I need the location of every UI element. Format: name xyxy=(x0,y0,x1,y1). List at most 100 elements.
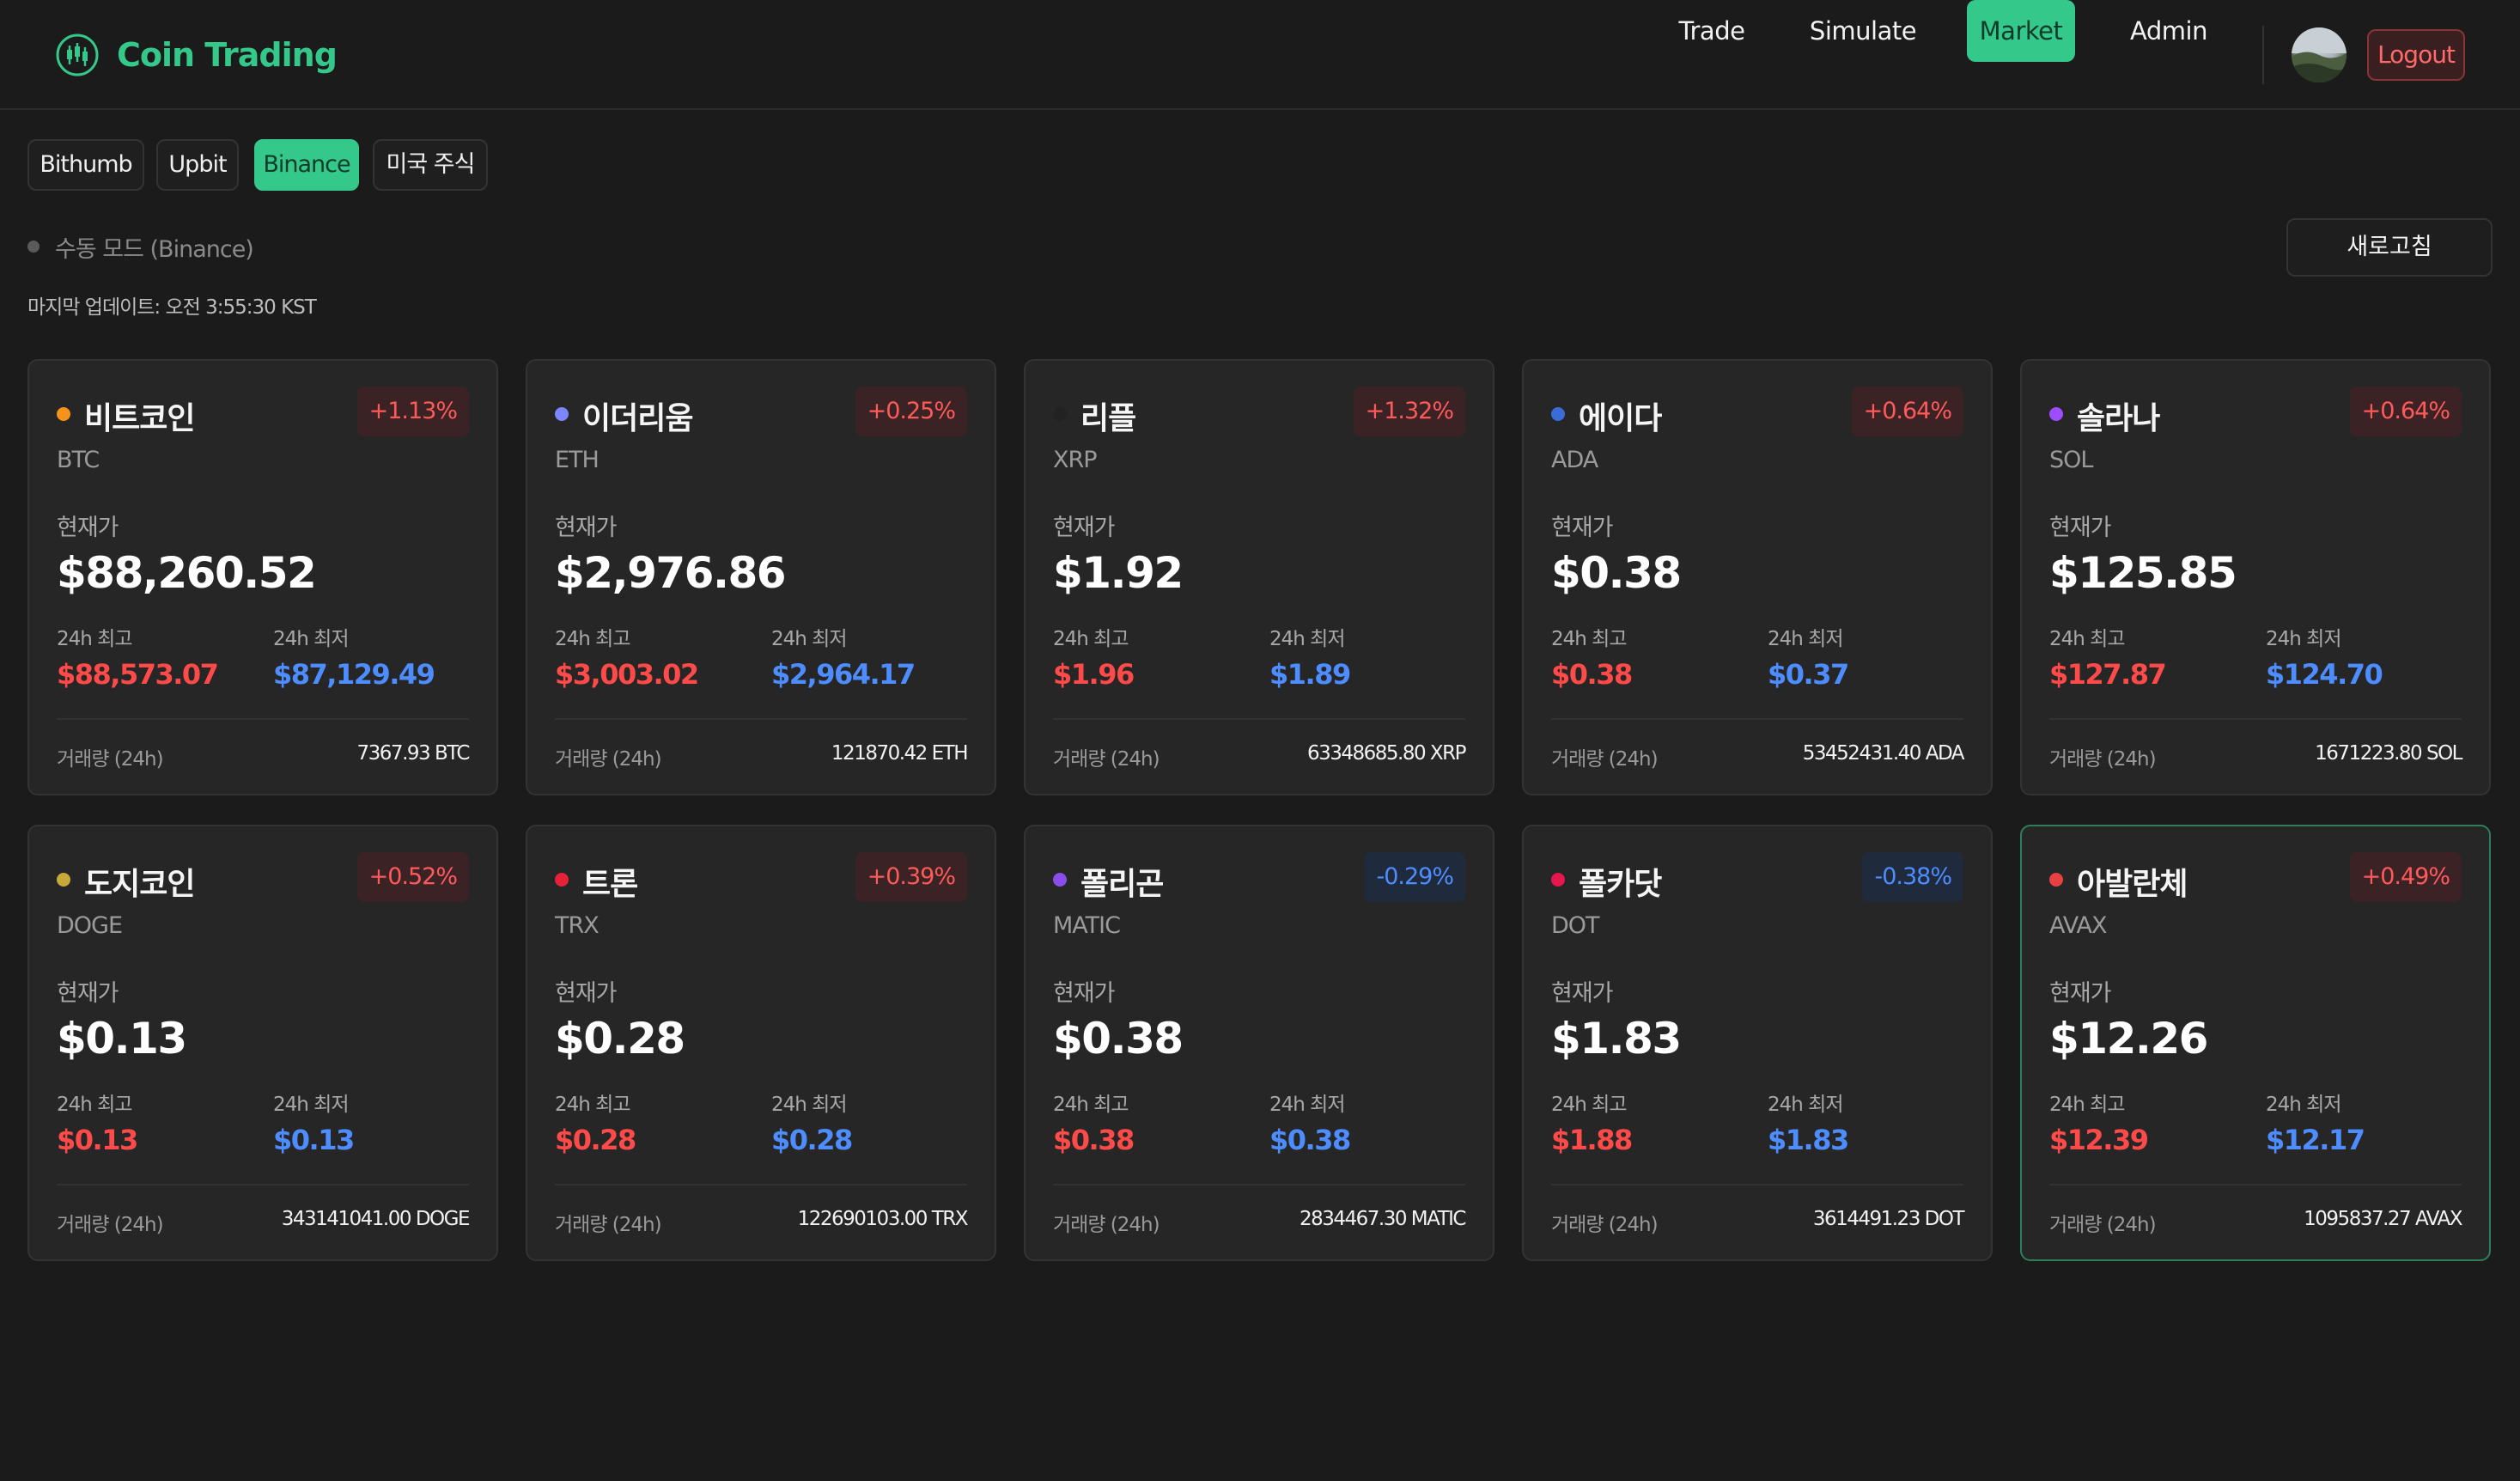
current-price: $1.92 xyxy=(1053,548,1184,598)
coin-symbol: ETH xyxy=(555,447,600,473)
avatar[interactable] xyxy=(2292,27,2347,82)
low-24h-label: 24h 최저 xyxy=(2266,1094,2341,1116)
card-divider xyxy=(1551,1184,1963,1185)
change-badge: +0.39% xyxy=(855,852,967,902)
volume-label: 거래량 (24h) xyxy=(555,1214,662,1236)
low-24h-label: 24h 최저 xyxy=(771,628,847,650)
coin-card-eth[interactable]: 이더리움 +0.25% ETH 현재가 $2,976.86 24h 최고 24h 최저 $3,… xyxy=(526,359,996,795)
high-24h-label: 24h 최고 xyxy=(555,628,630,650)
card-divider xyxy=(57,718,469,720)
volume-label: 거래량 (24h) xyxy=(2049,748,2157,771)
tab-bithumb[interactable]: Bithumb xyxy=(27,139,144,191)
current-price-label: 현재가 xyxy=(555,515,618,541)
coin-color-dot xyxy=(1053,873,1067,887)
nav-trade[interactable]: Trade xyxy=(1678,16,1745,46)
low-24h-label: 24h 최저 xyxy=(771,1094,847,1116)
low-24h-label: 24h 최저 xyxy=(273,628,349,650)
current-price: $0.13 xyxy=(57,1014,187,1064)
low-24h-label: 24h 최저 xyxy=(273,1094,349,1116)
coin-name: 솔라나 xyxy=(2077,401,2160,436)
current-price: $2,976.86 xyxy=(555,548,787,598)
coin-color-dot xyxy=(2049,407,2063,421)
coin-card-avax[interactable]: 아발란체 +0.49% AVAX 현재가 $12.26 24h 최고 24h 최저 $12.3… xyxy=(2020,825,2491,1261)
high-24h-value: $88,573.07 xyxy=(57,658,219,691)
coin-card-matic[interactable]: 폴리곤 -0.29% MATIC 현재가 $0.38 24h 최고 24h 최저 $0.38 $… xyxy=(1024,825,1494,1261)
coin-color-dot xyxy=(2049,873,2063,887)
low-24h-value: $0.13 xyxy=(273,1124,355,1156)
coin-card-btc[interactable]: 비트코인 +1.13% BTC 현재가 $88,260.52 24h 최고 24h 최저 $8… xyxy=(27,359,498,795)
change-badge: +0.25% xyxy=(855,387,967,436)
high-24h-label: 24h 최고 xyxy=(1053,628,1129,650)
volume-value: 2834467.30 MATIC xyxy=(1299,1208,1467,1230)
avatar-landscape-icon xyxy=(2292,27,2347,82)
high-24h-value: $0.13 xyxy=(57,1124,138,1156)
coin-symbol: ADA xyxy=(1551,447,1598,473)
high-24h-label: 24h 최고 xyxy=(2049,1094,2125,1116)
coin-symbol: DOGE xyxy=(57,912,123,939)
card-divider xyxy=(1053,1184,1465,1185)
card-divider xyxy=(2049,1184,2462,1185)
change-badge: +0.64% xyxy=(1851,387,1963,436)
tab-upbit[interactable]: Upbit xyxy=(156,139,239,191)
coin-name: 에이다 xyxy=(1579,401,1662,436)
high-24h-value: $0.28 xyxy=(555,1124,636,1156)
brand[interactable]: Coin Trading xyxy=(55,29,338,81)
nav-market[interactable]: Market xyxy=(1967,0,2075,62)
change-badge: +1.32% xyxy=(1353,387,1465,436)
current-price-label: 현재가 xyxy=(2049,515,2112,541)
coin-name: 폴카닷 xyxy=(1579,867,1662,902)
coin-card-xrp[interactable]: 리플 +1.32% XRP 현재가 $1.92 24h 최고 24h 최저 $1.96 $1.8… xyxy=(1024,359,1494,795)
high-24h-value: $1.96 xyxy=(1053,658,1135,691)
nav-admin[interactable]: Admin xyxy=(2130,16,2207,46)
logout-button[interactable]: Logout xyxy=(2367,29,2465,81)
low-24h-value: $12.17 xyxy=(2266,1124,2365,1156)
coin-card-trx[interactable]: 트론 +0.39% TRX 현재가 $0.28 24h 최고 24h 최저 $0.28 $0.2… xyxy=(526,825,996,1261)
coin-symbol: SOL xyxy=(2049,447,2093,473)
coin-name: 이더리움 xyxy=(582,401,693,436)
volume-value: 1671223.80 SOL xyxy=(2315,742,2462,765)
coin-card-doge[interactable]: 도지코인 +0.52% DOGE 현재가 $0.13 24h 최고 24h 최저 $0.13 $… xyxy=(27,825,498,1261)
coin-symbol: TRX xyxy=(555,912,600,939)
top-header: Coin Trading Trade Simulate Market Admin… xyxy=(0,0,2520,110)
volume-label: 거래량 (24h) xyxy=(1053,1214,1160,1236)
low-24h-value: $2,964.17 xyxy=(771,658,916,691)
volume-label: 거래량 (24h) xyxy=(57,748,164,771)
change-badge: -0.29% xyxy=(1364,852,1465,902)
coin-color-dot xyxy=(1551,873,1565,887)
status-dot xyxy=(27,241,40,253)
low-24h-label: 24h 최저 xyxy=(1269,628,1345,650)
volume-value: 1095837.27 AVAX xyxy=(2304,1208,2462,1230)
current-price: $0.38 xyxy=(1551,548,1682,598)
current-price-label: 현재가 xyxy=(1053,980,1116,1007)
low-24h-value: $1.83 xyxy=(1768,1124,1849,1156)
coin-card-dot[interactable]: 폴카닷 -0.38% DOT 현재가 $1.83 24h 최고 24h 최저 $1.88 $1.… xyxy=(1522,825,1993,1261)
refresh-button[interactable]: 새로고침 xyxy=(2286,218,2493,277)
coin-name: 폴리곤 xyxy=(1080,867,1164,902)
coin-card-sol[interactable]: 솔라나 +0.64% SOL 현재가 $125.85 24h 최고 24h 최저 $127.8… xyxy=(2020,359,2491,795)
low-24h-value: $1.89 xyxy=(1269,658,1351,691)
change-badge: +0.52% xyxy=(356,852,469,902)
change-badge: -0.38% xyxy=(1862,852,1963,902)
chart-candle-icon xyxy=(56,34,99,76)
low-24h-label: 24h 최저 xyxy=(2266,628,2341,650)
volume-label: 거래량 (24h) xyxy=(1551,1214,1659,1236)
high-24h-label: 24h 최고 xyxy=(1551,628,1627,650)
low-24h-value: $0.37 xyxy=(1768,658,1849,691)
change-badge: +1.13% xyxy=(356,387,469,436)
coin-color-dot xyxy=(57,873,70,887)
tab-us-stocks[interactable]: 미국 주식 xyxy=(373,139,488,191)
volume-value: 3614491.23 DOT xyxy=(1812,1208,1965,1230)
coin-card-ada[interactable]: 에이다 +0.64% ADA 현재가 $0.38 24h 최고 24h 최저 $0.38 $0.… xyxy=(1522,359,1993,795)
current-price: $125.85 xyxy=(2049,548,2237,598)
high-24h-label: 24h 최고 xyxy=(1551,1094,1627,1116)
nav-simulate[interactable]: Simulate xyxy=(1809,16,1917,46)
coin-name: 아발란체 xyxy=(2077,867,2188,902)
volume-value: 7367.93 BTC xyxy=(356,742,471,765)
volume-value: 122690103.00 TRX xyxy=(797,1208,969,1230)
coin-color-dot xyxy=(555,873,569,887)
card-divider xyxy=(2049,718,2462,720)
tab-binance[interactable]: Binance xyxy=(254,139,359,191)
high-24h-value: $1.88 xyxy=(1551,1124,1633,1156)
high-24h-label: 24h 최고 xyxy=(2049,628,2125,650)
last-updated: 마지막 업데이트: 오전 3:55:30 KST xyxy=(27,296,317,319)
